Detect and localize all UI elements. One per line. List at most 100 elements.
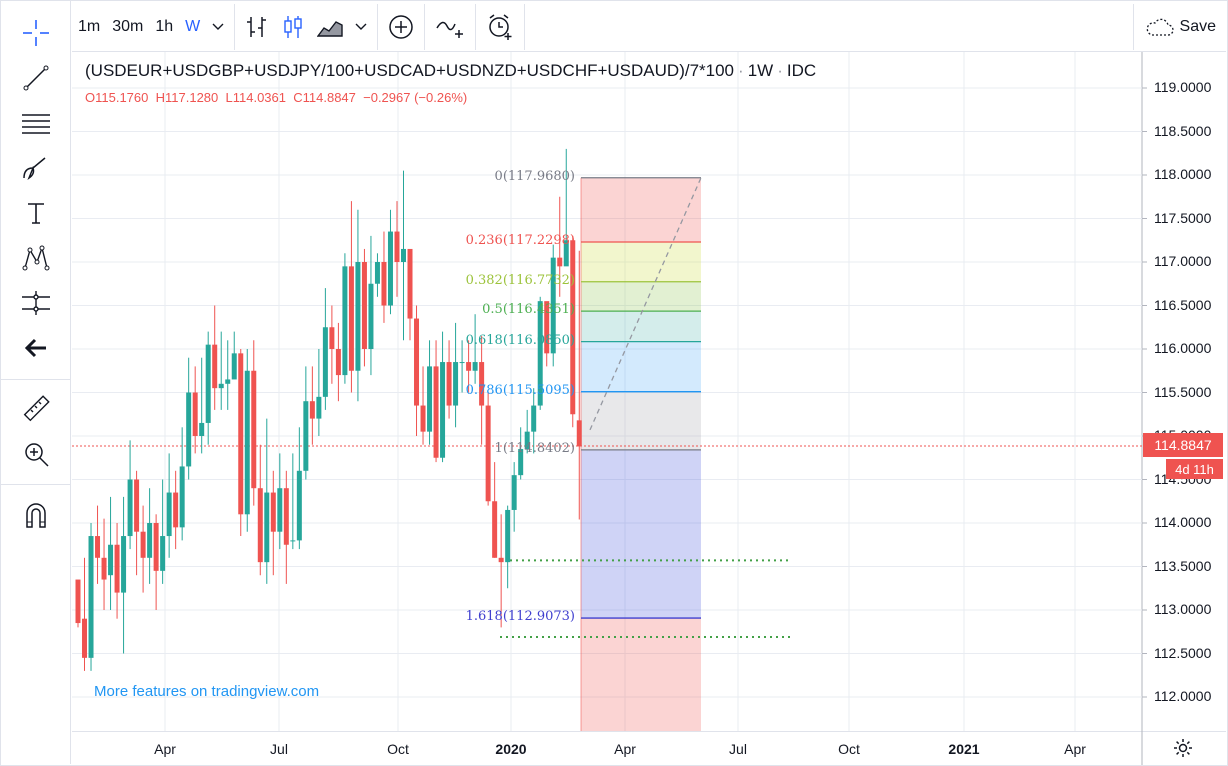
bars-style-icon[interactable] [239,8,275,46]
fib-zone [581,449,701,619]
price-tick-label: 112.5000 [1154,644,1212,661]
candle-body [121,536,127,593]
candle-body [374,262,380,284]
candle-body [427,366,433,432]
chart-style-chevron-icon[interactable] [349,8,373,46]
fib-level-label: 1(114.8402) [494,440,575,456]
time-tick-label: Oct [838,741,860,757]
toolbar-separator [234,4,236,50]
candle-body [537,301,543,406]
candle-body [192,392,198,436]
candle-body [309,401,315,419]
candle-body [316,396,322,419]
candles-style-icon[interactable] [275,8,311,46]
price-tick-label: 115.5000 [1154,383,1212,400]
candle-body [414,318,420,406]
candle-body [329,327,335,349]
brush-icon[interactable] [20,152,52,184]
price-tick-label: 118.5000 [1154,122,1212,139]
candle-body [101,557,107,580]
candle-body [244,370,250,515]
magnet-icon[interactable] [20,499,52,531]
fib-level-label: 1.618(112.9073) [465,609,575,625]
fib-level-label: 0(117.9680) [494,168,575,184]
toolbar-bottom-border [72,51,1226,52]
time-tick-label: Jul [270,741,288,757]
candle-body [134,479,140,532]
candle-body [75,579,81,624]
interval-30m-button[interactable]: 30m [112,18,144,35]
fib-level-label: 0.618(116.0850) [465,332,575,348]
candle-body [342,266,348,376]
time-tick-label: Jul [729,741,747,757]
fib-zone [581,242,701,282]
candle-body [531,405,537,432]
save-label: Save [1179,18,1216,35]
alert-clock-icon[interactable] [480,8,520,46]
fib-trend-line [589,177,702,431]
candle-body [179,466,185,528]
candle-body [570,240,576,415]
candle-body [557,257,563,267]
candle-body [348,266,354,371]
candle-body [303,401,309,471]
interval-weekly-button[interactable]: W [185,18,201,35]
fib-zone [581,311,701,342]
candle-body [173,492,179,528]
horizontal-lines-icon[interactable] [20,107,52,139]
candle-body [550,257,556,354]
interval-dropdown-chevron-icon[interactable] [206,8,230,46]
measure-icon[interactable] [20,287,52,319]
change-value: −0.2967 (−0.26%) [363,90,468,105]
fib-level-label: 0.236(117.2298) [465,233,575,248]
candle-body [205,344,211,423]
interval-1m-button[interactable]: 1m [78,18,101,35]
time-tick-label: 2020 [495,741,527,757]
high-value: H117.1280 [155,90,219,105]
time-tick-label: 2021 [948,741,980,757]
fib-zone [581,341,701,392]
candle-body [218,383,224,389]
area-style-icon[interactable] [311,8,349,46]
toolbar-separator [424,4,426,50]
legend-source: IDC [786,61,817,80]
price-tick-label: 118.0000 [1154,166,1212,182]
candle-body [563,240,569,267]
chart-legend: (USDEUR+USDGBP+USDJPY/100+USDCAD+USDNZD+… [85,61,817,80]
last-price-tag: 114.8847 [1143,433,1223,457]
toolbar-separator [524,4,526,50]
text-icon[interactable] [20,197,52,229]
save-button[interactable]: Save [1132,4,1226,50]
left-toolbar [0,0,71,764]
compare-symbol-icon[interactable] [429,8,471,46]
candle-body [355,262,361,371]
ruler-icon[interactable] [20,393,52,425]
fib-zone [581,177,701,243]
watermark-link[interactable]: More features on tradingview.com [94,683,320,700]
candle-body [576,420,582,447]
candle-body [511,475,517,510]
fib-zone [581,391,701,450]
candle-body [459,362,465,364]
price-tick-label: 119.0000 [1154,79,1212,95]
crosshair-icon[interactable] [20,17,52,49]
candle-body [82,618,88,658]
candle-body [368,283,374,349]
zoom-in-icon[interactable] [20,438,52,470]
back-arrow-icon[interactable] [20,332,52,364]
add-indicator-icon[interactable] [382,8,420,46]
candle-body [492,501,498,558]
time-tick-label: Apr [154,741,176,757]
pattern-icon[interactable] [20,242,52,274]
candle-body [433,366,439,458]
candle-body [387,231,393,306]
candle-body [518,449,524,476]
settings-gear-icon[interactable] [1172,737,1194,764]
candle-body [114,544,120,593]
trend-line-icon[interactable] [20,62,52,94]
symbol-name[interactable]: (USDEUR+USDGBP+USDJPY/100+USDCAD+USDNZD+… [85,61,735,80]
candle-body [88,536,94,658]
bar-countdown-tag: 4d 11h [1166,459,1223,479]
interval-1h-button[interactable]: 1h [155,18,174,35]
